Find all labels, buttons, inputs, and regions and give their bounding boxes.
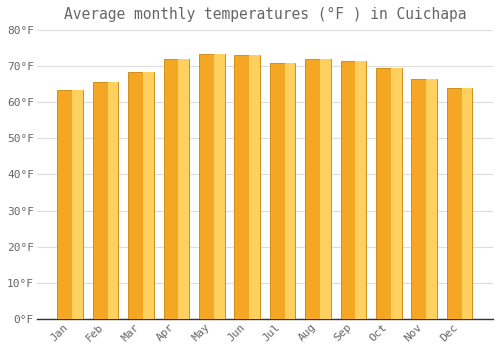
Bar (178, 59, 189, 319)
Title: Average monthly temperatures (°F ) in Cuichapa: Average monthly temperatures (°F ) in Cu… (64, 7, 466, 22)
Bar (426, 79, 437, 319)
Bar (391, 68, 402, 319)
Bar (412, 79, 437, 319)
Bar (447, 88, 472, 319)
Bar (143, 72, 154, 319)
Bar (249, 55, 260, 319)
Bar (164, 59, 189, 319)
Bar (214, 54, 224, 319)
Bar (376, 68, 402, 319)
Bar (199, 54, 224, 319)
Bar (462, 88, 472, 319)
Bar (270, 63, 295, 319)
Bar (305, 59, 330, 319)
Bar (128, 72, 154, 319)
Bar (320, 59, 330, 319)
Bar (93, 82, 118, 319)
Bar (356, 61, 366, 319)
Bar (340, 61, 366, 319)
Bar (284, 63, 296, 319)
Bar (58, 90, 83, 319)
Bar (234, 55, 260, 319)
Bar (72, 90, 83, 319)
Bar (108, 82, 118, 319)
